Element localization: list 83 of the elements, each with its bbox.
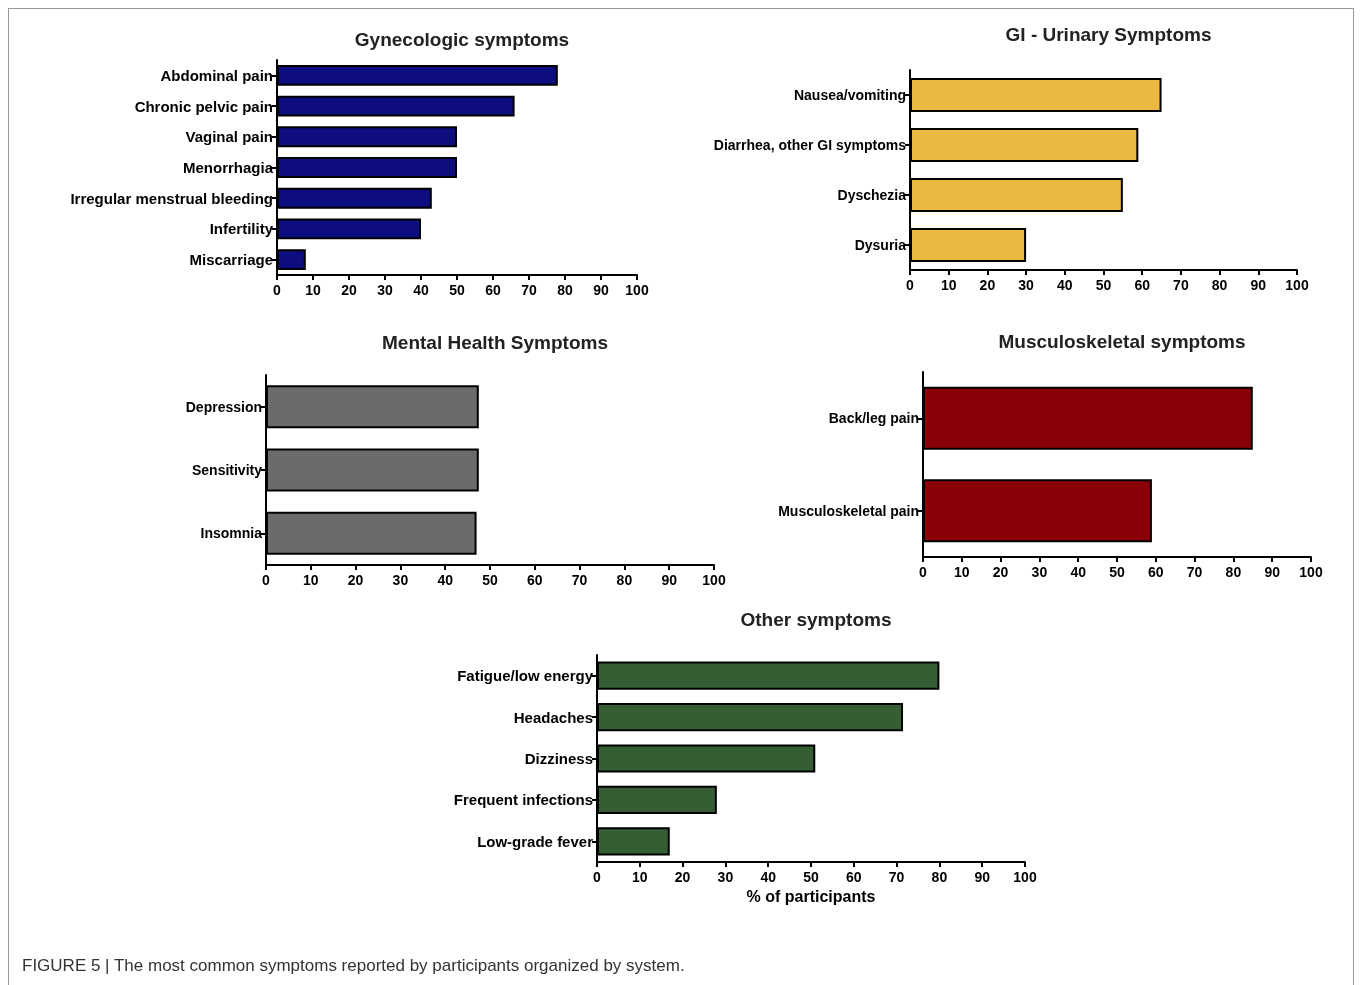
x-tick-label: 50 (449, 282, 465, 298)
x-tick-label: 90 (974, 869, 991, 885)
y-tick-label: Insomnia (200, 525, 263, 542)
x-tick-label: 20 (341, 282, 357, 298)
x-tick-label: 10 (954, 564, 970, 580)
x-tick-label: 70 (571, 572, 588, 588)
x-tick-label: 20 (992, 564, 1009, 580)
y-tick-label: Dyschezia (837, 187, 907, 203)
chart-title: GI - Urinary Symptoms (1005, 24, 1212, 45)
x-tick-label: 90 (1264, 564, 1281, 580)
x-tick-label: 90 (1250, 277, 1267, 293)
x-tick-label: 70 (888, 869, 905, 885)
y-tick-label: Infertility (209, 220, 274, 238)
x-tick-label: 20 (979, 277, 996, 293)
x-tick-label: 70 (1186, 564, 1203, 580)
x-tick-label: 70 (521, 282, 537, 298)
chart-title: Gynecologic symptoms (354, 29, 570, 50)
x-tick-label: 50 (1109, 564, 1125, 580)
chart-title: Mental Health Symptoms (382, 332, 608, 353)
x-tick-label: 30 (377, 282, 393, 298)
x-tick-label: 40 (437, 572, 454, 588)
y-tick-label: Frequent infections (453, 791, 593, 809)
y-tick-label: Diarrhea, other GI symptoms (713, 137, 907, 153)
chart-title: Other symptoms (740, 609, 892, 630)
y-tick-label: Depression (185, 398, 262, 415)
x-tick-label: 100 (625, 282, 649, 298)
y-tick-label: Nausea/vomiting (793, 87, 906, 103)
y-tick-label: Low-grade fever (477, 832, 594, 850)
x-axis-title: % of participants (746, 888, 876, 906)
caption: FIGURE 5 | The most common symptoms reported by participants organized by system. (22, 956, 685, 976)
y-tick-label: Chronic pelvic pain (134, 97, 273, 115)
y-tick-label: Headaches (513, 708, 593, 726)
x-tick-label: 40 (413, 282, 429, 298)
x-tick-label: 0 (593, 869, 602, 885)
y-tick-label: Dysuria (854, 237, 907, 253)
x-tick-label: 50 (1095, 277, 1112, 293)
x-tick-label: 100 (1299, 564, 1323, 580)
x-tick-label: 60 (527, 572, 543, 588)
x-tick-label: 50 (803, 869, 819, 885)
x-tick-label: 40 (1057, 277, 1073, 293)
x-tick-label: 30 (1018, 277, 1035, 293)
chart-title: Musculoskeletal symptoms (998, 331, 1246, 352)
y-tick-label: Fatigue/low energy (457, 667, 594, 685)
y-tick-label: Dizziness (524, 750, 593, 767)
x-tick-label: 30 (1031, 564, 1048, 580)
y-tick-label: Miscarriage (189, 251, 273, 269)
x-tick-label: 10 (305, 282, 321, 298)
y-tick-label: Abdominal pain (160, 66, 273, 84)
x-tick-label: 0 (273, 282, 282, 298)
x-tick-label: 90 (661, 572, 678, 588)
y-tick-label: Back/leg pain (828, 410, 919, 427)
x-tick-label: 80 (931, 869, 948, 885)
y-tick-label: Vaginal pain (185, 128, 273, 146)
x-tick-label: 90 (593, 282, 609, 298)
x-tick-label: 0 (906, 277, 915, 293)
x-tick-label: 60 (485, 282, 501, 298)
x-tick-label: 20 (674, 869, 691, 885)
x-tick-label: 30 (717, 869, 734, 885)
x-tick-label: 60 (1134, 277, 1151, 293)
x-tick-label: 80 (557, 282, 573, 298)
x-tick-label: 10 (632, 869, 648, 885)
x-tick-label: 100 (1013, 869, 1037, 885)
x-tick-label: 50 (482, 572, 498, 588)
x-tick-label: 80 (616, 572, 633, 588)
x-tick-label: 40 (1070, 564, 1087, 580)
x-tick-label: 0 (919, 564, 928, 580)
y-tick-label: Musculoskeletal pain (778, 502, 919, 519)
x-tick-label: 40 (760, 869, 777, 885)
x-tick-label: 100 (1285, 277, 1309, 293)
x-tick-label: 20 (347, 572, 364, 588)
x-tick-label: 10 (303, 572, 319, 588)
x-tick-label: 0 (262, 572, 271, 588)
x-tick-label: 60 (846, 869, 862, 885)
x-tick-label: 100 (702, 572, 726, 588)
y-tick-label: Irregular menstrual bleeding (70, 189, 273, 207)
y-tick-label: Sensitivity (191, 462, 263, 478)
y-tick-label: Menorrhagia (182, 159, 274, 176)
x-tick-label: 80 (1225, 564, 1242, 580)
x-tick-label: 30 (392, 572, 409, 588)
x-tick-label: 10 (940, 277, 957, 293)
x-tick-label: 60 (1148, 564, 1164, 580)
x-tick-label: 80 (1211, 277, 1228, 293)
x-tick-label: 70 (1173, 277, 1189, 293)
